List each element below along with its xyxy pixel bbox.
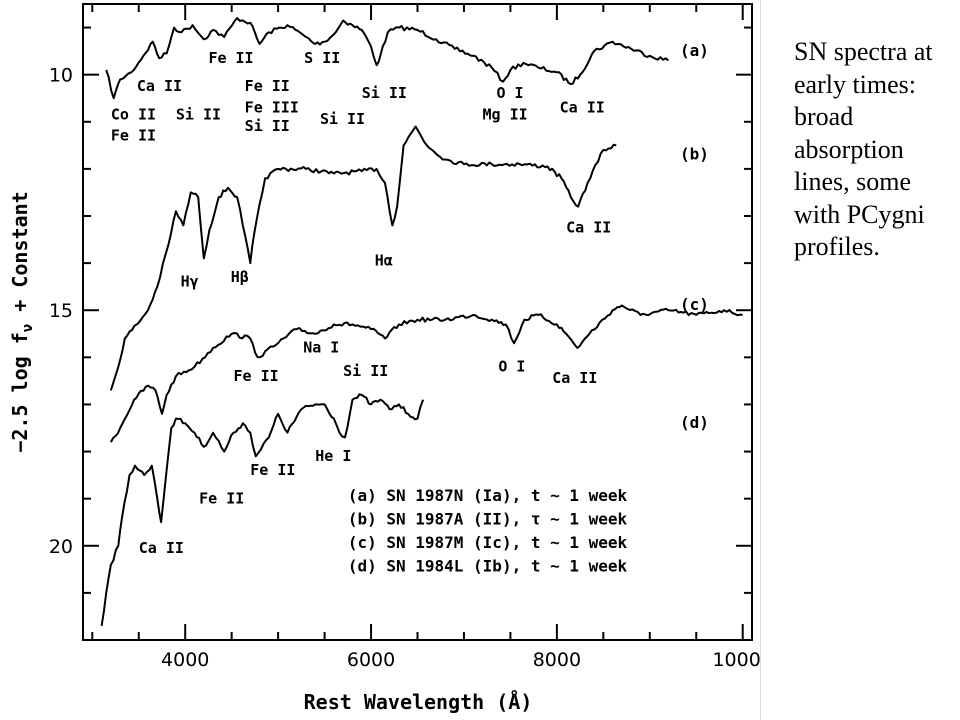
line-annotation: Si II (245, 117, 290, 135)
axis-ticks (83, 4, 752, 641)
spectrum-4-line (100, 393, 425, 627)
y-axis-title-tail: + Constant (8, 191, 32, 323)
line-annotation: Fe II (199, 489, 244, 507)
line-annotation: Hγ (181, 273, 199, 291)
line-annotation: Ca II (566, 218, 611, 236)
line-annotation: Si II (343, 362, 388, 380)
legend-entry: (a) SN 1987N (Ia), t ∼ 1 week (348, 486, 628, 505)
x-tick-label: 4000 (161, 649, 209, 671)
y-tick-label: 20 (49, 536, 73, 558)
y-tick-label: 15 (49, 300, 73, 322)
line-annotation: Fe II (250, 461, 295, 479)
legend: (a) SN 1987N (Ia), t ∼ 1 week (b) SN 1987… (348, 486, 628, 576)
line-annotation: Fe III (245, 98, 299, 116)
y-tick-label: 10 (49, 65, 73, 87)
side-divider (760, 0, 761, 720)
spectra-series (100, 17, 743, 627)
panel-tag-1: (a) (680, 41, 709, 60)
panel-tag-2: (b) (680, 144, 709, 163)
line-annotation: Si II (176, 105, 221, 123)
line-annotation: He I (315, 447, 351, 465)
line-annotation: Fe II (234, 367, 279, 385)
legend-entry: (d) SN 1984L (Ib), t ∼ 1 week (348, 557, 628, 576)
line-annotation: Hβ (231, 268, 249, 286)
y-axis-title: −2.5 log fν + Constant (8, 191, 36, 452)
spectrum-1-line (105, 17, 670, 100)
spectrum-3-line (110, 304, 743, 443)
panel-tag-4: (d) (680, 413, 709, 432)
x-tick-label: 6000 (347, 649, 395, 671)
line-annotation: Ca II (560, 98, 605, 116)
y-axis-title-main: −2.5 log f (8, 332, 32, 452)
line-annotation: O I (496, 84, 523, 102)
x-tick-label: 8000 (533, 649, 581, 671)
x-tick-label: 10000 (712, 649, 760, 671)
line-annotation: Ca II (139, 539, 184, 557)
line-annotation: O I (498, 357, 525, 375)
line-annotation: S II (304, 49, 340, 67)
spectra-chart: 4000 6000 8000 10000 10 15 20 Co II Fe II Ca II S… (8, 3, 760, 714)
line-annotation: Fe II (245, 77, 290, 95)
line-annotation: Co II (111, 105, 156, 123)
line-annotation: Si II (362, 84, 407, 102)
line-annotation: Mg II (483, 105, 528, 123)
line-annotation: Hα (375, 251, 393, 269)
line-annotation: Fe II (208, 49, 253, 67)
line-annotation: Si II (320, 110, 365, 128)
legend-entry: (c) SN 1987M (Ic), t ∼ 1 week (348, 533, 628, 552)
spectrum-2-line (109, 125, 617, 391)
x-axis-title: Rest Wavelength (Å) (304, 690, 533, 714)
line-annotation: Na I (303, 339, 339, 357)
legend-entry: (b) SN 1987A (II), τ ∼ 1 week (348, 510, 628, 529)
side-note: SN spectra at early times: broad absorpt… (794, 37, 933, 261)
panel-tag-3: (c) (680, 295, 709, 314)
tick-labels: 4000 6000 8000 10000 10 15 20 (49, 65, 760, 671)
line-annotation: Ca II (552, 369, 597, 387)
line-annotation: Ca II (137, 77, 182, 95)
line-annotation: Fe II (111, 127, 156, 145)
panel-tags: (a) (b) (c) (d) (680, 41, 709, 432)
y-axis-title-subscript: ν (20, 324, 36, 332)
